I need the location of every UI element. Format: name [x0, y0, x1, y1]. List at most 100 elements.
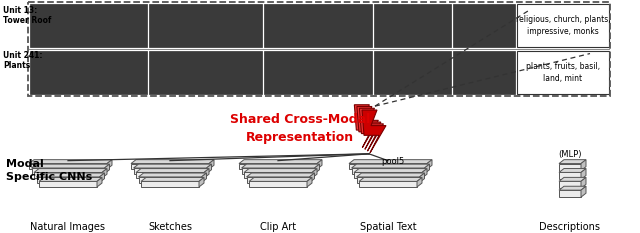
Bar: [136, 172, 204, 178]
Bar: [34, 172, 102, 178]
Polygon shape: [310, 173, 314, 182]
Polygon shape: [427, 160, 432, 169]
Polygon shape: [559, 186, 586, 190]
Text: Natural Images: Natural Images: [31, 222, 106, 232]
Bar: [30, 51, 147, 94]
Polygon shape: [559, 168, 586, 172]
Polygon shape: [239, 160, 322, 164]
Polygon shape: [204, 169, 209, 178]
Polygon shape: [581, 160, 586, 171]
Polygon shape: [422, 169, 427, 178]
Bar: [239, 164, 317, 169]
Bar: [559, 181, 581, 188]
Polygon shape: [141, 178, 204, 181]
Polygon shape: [29, 160, 112, 164]
Polygon shape: [199, 178, 204, 187]
Polygon shape: [581, 186, 586, 197]
Polygon shape: [419, 173, 424, 182]
Polygon shape: [131, 160, 214, 164]
Polygon shape: [424, 164, 429, 174]
Bar: [359, 181, 417, 187]
Polygon shape: [202, 173, 207, 182]
Polygon shape: [102, 169, 107, 178]
Polygon shape: [359, 178, 422, 181]
Bar: [249, 181, 307, 187]
Polygon shape: [241, 164, 319, 168]
Bar: [39, 181, 97, 187]
Polygon shape: [351, 164, 429, 168]
Bar: [264, 51, 372, 94]
Polygon shape: [39, 178, 102, 181]
Bar: [141, 181, 199, 187]
Polygon shape: [354, 169, 427, 172]
Bar: [517, 51, 609, 94]
Polygon shape: [244, 169, 317, 172]
Bar: [30, 4, 147, 47]
Text: pool5: pool5: [381, 157, 404, 166]
Polygon shape: [134, 164, 211, 168]
Bar: [264, 4, 372, 47]
Polygon shape: [581, 177, 586, 188]
Polygon shape: [246, 173, 314, 177]
Bar: [374, 51, 451, 94]
Polygon shape: [362, 110, 386, 153]
Polygon shape: [307, 178, 312, 187]
Bar: [374, 4, 451, 47]
Bar: [244, 172, 312, 178]
Bar: [131, 164, 209, 169]
Bar: [559, 164, 581, 171]
Polygon shape: [360, 108, 383, 151]
Bar: [453, 4, 515, 47]
Polygon shape: [34, 169, 107, 172]
Bar: [453, 51, 515, 94]
Polygon shape: [355, 105, 378, 147]
Text: Modal
Specific CNNs: Modal Specific CNNs: [6, 159, 92, 182]
Polygon shape: [209, 160, 214, 169]
Polygon shape: [31, 164, 109, 168]
Text: Descriptions: Descriptions: [540, 222, 600, 232]
Polygon shape: [312, 169, 317, 178]
Text: Clip Art: Clip Art: [260, 222, 296, 232]
Text: religious, church, plants,
impressive, monks: religious, church, plants, impressive, m…: [516, 15, 611, 36]
Polygon shape: [349, 160, 432, 164]
Polygon shape: [99, 173, 104, 182]
Bar: [149, 4, 262, 47]
Bar: [149, 51, 262, 94]
Polygon shape: [559, 177, 586, 181]
Bar: [559, 172, 581, 179]
Text: (MLP): (MLP): [558, 150, 582, 159]
Bar: [354, 172, 422, 178]
Bar: [517, 4, 609, 47]
Polygon shape: [581, 168, 586, 179]
Bar: [351, 168, 424, 174]
Text: Spatial Text: Spatial Text: [360, 222, 416, 232]
Bar: [559, 190, 581, 197]
Bar: [241, 168, 314, 174]
Polygon shape: [559, 160, 586, 164]
Polygon shape: [107, 160, 112, 169]
Polygon shape: [207, 164, 211, 174]
Text: Shared Cross-Modal
Representation: Shared Cross-Modal Representation: [230, 113, 370, 144]
Polygon shape: [97, 178, 102, 187]
Text: Sketches: Sketches: [148, 222, 192, 232]
Text: Unit 13:
Tower Roof: Unit 13: Tower Roof: [3, 6, 51, 25]
Bar: [349, 164, 427, 169]
Polygon shape: [138, 173, 207, 177]
Bar: [36, 177, 99, 182]
Bar: [246, 177, 310, 182]
Bar: [138, 177, 202, 182]
Text: plants, fruits, basil,
land, mint: plants, fruits, basil, land, mint: [526, 62, 600, 83]
Polygon shape: [249, 178, 312, 181]
Polygon shape: [104, 164, 109, 174]
Polygon shape: [357, 106, 381, 149]
Polygon shape: [136, 169, 209, 172]
Bar: [29, 164, 107, 169]
Polygon shape: [417, 178, 422, 187]
Polygon shape: [317, 160, 322, 169]
Bar: [31, 168, 104, 174]
Text: Unit 241:
Plants: Unit 241: Plants: [3, 51, 42, 70]
Bar: [356, 177, 419, 182]
Bar: [134, 168, 207, 174]
Polygon shape: [314, 164, 319, 174]
Polygon shape: [36, 173, 104, 177]
